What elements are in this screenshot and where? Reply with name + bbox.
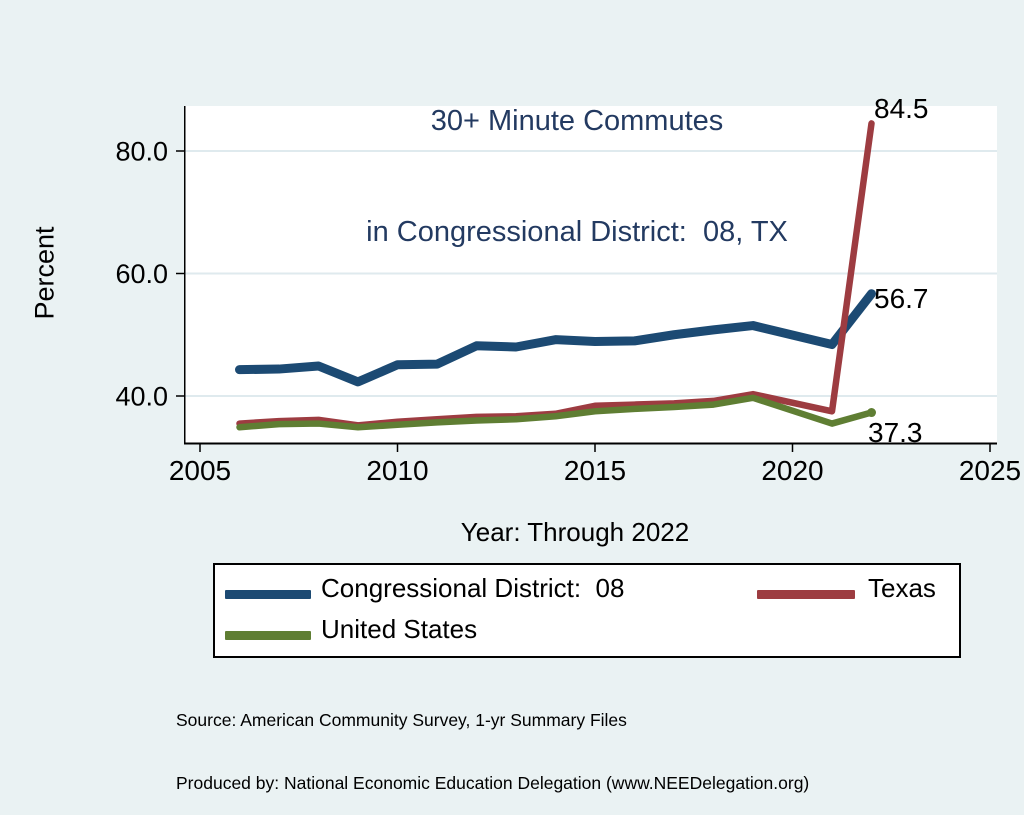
legend-box: Congressional District: 08 Texas United … <box>213 563 961 658</box>
x-tick-label-2025: 2025 <box>959 455 1021 486</box>
x-tick-label-2015: 2015 <box>564 455 626 486</box>
series-end-marker-2 <box>867 408 876 418</box>
plot-background <box>184 106 997 444</box>
legend-label-texas: Texas <box>868 573 936 603</box>
y-tick-label-80: 80.0 <box>115 137 168 167</box>
end-value-label-district: 56.7 <box>874 283 929 314</box>
x-tick-label-2020: 2020 <box>761 455 823 486</box>
end-value-label-us: 37.3 <box>868 417 923 448</box>
x-tick-label-2010: 2010 <box>366 455 428 486</box>
legend-label-district: Congressional District: 08 <box>321 573 625 603</box>
end-value-label-texas: 84.5 <box>874 93 929 124</box>
source-line: Source: American Community Survey, 1-yr … <box>176 710 627 730</box>
y-tick-label-60: 60.0 <box>115 259 168 289</box>
legend-label-us: United States <box>321 614 478 644</box>
chart-title-line1: 30+ Minute Commutes <box>430 105 724 137</box>
series-line-0 <box>235 289 876 387</box>
chart-title-line2: in Congressional District: 08, TX <box>366 216 788 248</box>
legend-swatch-district <box>225 590 311 599</box>
y-axis-title: Percent <box>29 226 60 320</box>
y-tick-label-40: 40.0 <box>115 382 168 412</box>
legend-swatch-texas <box>757 590 855 599</box>
plot-area: 40.0 60.0 80.0 2005 2010 2015 2020 2025 <box>115 106 1021 486</box>
x-tick-label-2005: 2005 <box>169 455 231 486</box>
x-axis-title: Year: Through 2022 <box>460 517 690 547</box>
produced-by-line: Produced by: National Economic Education… <box>176 773 810 793</box>
chart-title: 30+ Minute Commutes in Congressional Dis… <box>366 29 788 288</box>
legend-swatch-us <box>225 631 311 640</box>
series-line-2 <box>236 394 875 431</box>
source-note: Source: American Community Survey, 1-yr … <box>176 668 809 815</box>
